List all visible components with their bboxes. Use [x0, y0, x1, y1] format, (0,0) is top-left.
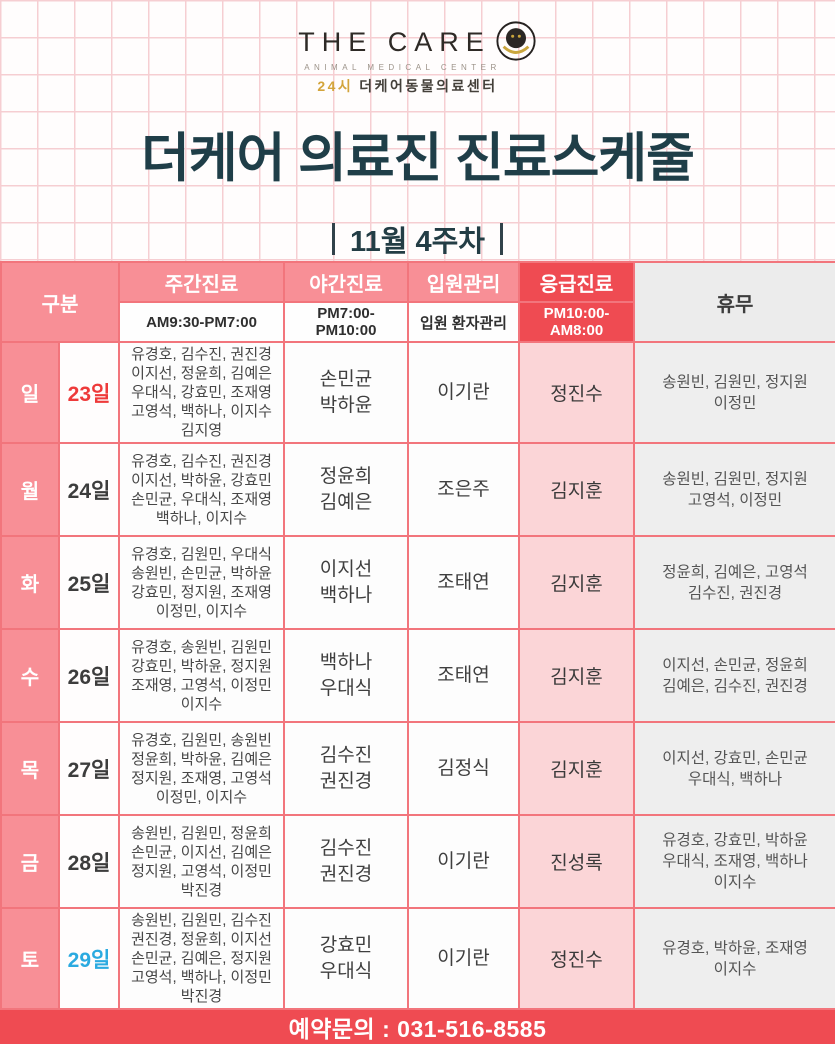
- date-cell: 28일: [58, 814, 120, 909]
- footer-banner: 예약문의 : 031-516-8585: [0, 1010, 835, 1044]
- inpatient-cell: 조은주: [407, 442, 520, 537]
- day-cell: 일: [0, 341, 60, 444]
- date-cell: 25일: [58, 535, 120, 630]
- header-inpatient: 입원관리: [407, 261, 520, 303]
- divider-bar-left: [332, 223, 336, 255]
- page-title: 더케어 의료진 진료스케줄: [141, 129, 695, 188]
- daycare-cell: 유경호, 김원민, 우대식 송원빈, 손민균, 박하윤 강효민, 정지원, 조재…: [118, 535, 285, 630]
- inpatient-cell: 이기란: [407, 341, 520, 444]
- logo-emblem-icon: [496, 21, 536, 61]
- dayoff-cell: 정윤희, 김예은, 고영석 김수진, 권진경: [633, 535, 835, 630]
- header-category: 구분: [0, 261, 120, 343]
- day-cell: 토: [0, 907, 60, 1010]
- nightcare-cell: 손민균 박하윤: [283, 341, 409, 444]
- inpatient-cell: 김정식: [407, 721, 520, 816]
- day-cell: 화: [0, 535, 60, 630]
- daycare-cell: 유경호, 김수진, 권진경 이지선, 정윤희, 김예은 우대식, 강효민, 조재…: [118, 341, 285, 444]
- nightcare-cell: 정윤희 김예은: [283, 442, 409, 537]
- day-cell: 목: [0, 721, 60, 816]
- day-cell: 금: [0, 814, 60, 909]
- header-nightcare: 야간진료: [283, 261, 409, 303]
- emergency-cell: 진성록: [518, 814, 635, 909]
- inpatient-cell: 조태연: [407, 628, 520, 723]
- header-emergency-time: PM10:00-AM8:00: [518, 301, 635, 343]
- emergency-cell: 김지훈: [518, 721, 635, 816]
- table-row-tuesday: 화 25일 유경호, 김원민, 우대식 송원빈, 손민균, 박하윤 강효민, 정…: [0, 535, 835, 630]
- divider-bar-right: [499, 223, 503, 255]
- daycare-cell: 송원빈, 김원민, 김수진 권진경, 정윤희, 이지선 손민균, 김예은, 정지…: [118, 907, 285, 1010]
- inpatient-cell: 이기란: [407, 907, 520, 1010]
- day-cell: 월: [0, 442, 60, 537]
- table-row-sunday: 일 23일 유경호, 김수진, 권진경 이지선, 정윤희, 김예은 우대식, 강…: [0, 341, 835, 444]
- header-inpatient-sub: 입원 환자관리: [407, 301, 520, 343]
- dayoff-cell: 송원빈, 김원민, 정지원 이정민: [633, 341, 835, 444]
- dayoff-cell: 유경호, 강효민, 박하윤 우대식, 조재영, 백하나 이지수: [633, 814, 835, 909]
- poster-header: THE CARE ANIMAL MEDICAL CENTER 24시 더케어동물의…: [0, 0, 835, 261]
- header-daycare: 주간진료: [118, 261, 285, 303]
- nightcare-cell: 김수진 권진경: [283, 814, 409, 909]
- inpatient-cell: 조태연: [407, 535, 520, 630]
- dayoff-cell: 이지선, 강효민, 손민균 우대식, 백하나: [633, 721, 835, 816]
- emergency-cell: 정진수: [518, 907, 635, 1010]
- date-cell: 23일: [58, 341, 120, 444]
- date-cell: 27일: [58, 721, 120, 816]
- header-dayoff: 휴무: [633, 261, 835, 343]
- date-cell: 29일: [58, 907, 120, 1010]
- date-cell: 24일: [58, 442, 120, 537]
- inpatient-cell: 이기란: [407, 814, 520, 909]
- table-row-friday: 금 28일 송원빈, 김원민, 정윤희 손민균, 이지선, 김예은 정지원, 고…: [0, 814, 835, 909]
- reservation-contact: 예약문의 : 031-516-8585: [288, 1016, 547, 1042]
- emergency-cell: 김지훈: [518, 628, 635, 723]
- week-label: 11월 4주차: [350, 226, 485, 258]
- header-emergency: 응급진료: [518, 261, 635, 303]
- header-daycare-time: AM9:30-PM7:00: [118, 301, 285, 343]
- logo-24h-label: 24시: [317, 78, 354, 94]
- daycare-cell: 유경호, 김원민, 송원빈 정윤희, 박하윤, 김예은 정지원, 조재영, 고영…: [118, 721, 285, 816]
- table-row-wednesday: 수 26일 유경호, 송원빈, 김원민 강효민, 박하윤, 정지원 조재영, 고…: [0, 628, 835, 723]
- logo-subtitle-ko: 24시 더케어동물의료센터: [278, 76, 537, 96]
- dayoff-cell: 송원빈, 김원민, 정지원 고영석, 이정민: [633, 442, 835, 537]
- daycare-cell: 송원빈, 김원민, 정윤희 손민균, 이지선, 김예은 정지원, 고영석, 이정…: [118, 814, 285, 909]
- dayoff-cell: 유경호, 박하윤, 조재영 이지수: [633, 907, 835, 1010]
- emergency-cell: 김지훈: [518, 442, 635, 537]
- nightcare-cell: 이지선 백하나: [283, 535, 409, 630]
- clinic-logo: THE CARE ANIMAL MEDICAL CENTER 24시 더케어동물의…: [298, 21, 537, 96]
- day-cell: 수: [0, 628, 60, 723]
- table-row-thursday: 목 27일 유경호, 김원민, 송원빈 정윤희, 박하윤, 김예은 정지원, 조…: [0, 721, 835, 816]
- daycare-cell: 유경호, 김수진, 권진경 이지선, 박하윤, 강효민 손민균, 우대식, 조재…: [118, 442, 285, 537]
- nightcare-cell: 김수진 권진경: [283, 721, 409, 816]
- nightcare-cell: 백하나 우대식: [283, 628, 409, 723]
- date-cell: 26일: [58, 628, 120, 723]
- logo-brand-text: THE CARE: [298, 26, 491, 57]
- logo-subtitle-en: ANIMAL MEDICAL CENTER: [304, 63, 501, 72]
- table-row-saturday: 토 29일 송원빈, 김원민, 김수진 권진경, 정윤희, 이지선 손민균, 김…: [0, 907, 835, 1010]
- header-nightcare-time: PM7:00-PM10:00: [283, 301, 409, 343]
- schedule-table: 구분 주간진료 야간진료 입원관리 응급진료 휴무 AM9:30-PM7:00 …: [0, 261, 835, 1010]
- week-subtitle: 11월 4주차: [0, 218, 835, 260]
- emergency-cell: 정진수: [518, 341, 635, 444]
- table-row-monday: 월 24일 유경호, 김수진, 권진경 이지선, 박하윤, 강효민 손민균, 우…: [0, 442, 835, 537]
- daycare-cell: 유경호, 송원빈, 김원민 강효민, 박하윤, 정지원 조재영, 고영석, 이정…: [118, 628, 285, 723]
- dayoff-cell: 이지선, 손민균, 정윤희 김예은, 김수진, 권진경: [633, 628, 835, 723]
- emergency-cell: 김지훈: [518, 535, 635, 630]
- nightcare-cell: 강효민 우대식: [283, 907, 409, 1010]
- logo-clinic-name: 더케어동물의료센터: [359, 78, 498, 94]
